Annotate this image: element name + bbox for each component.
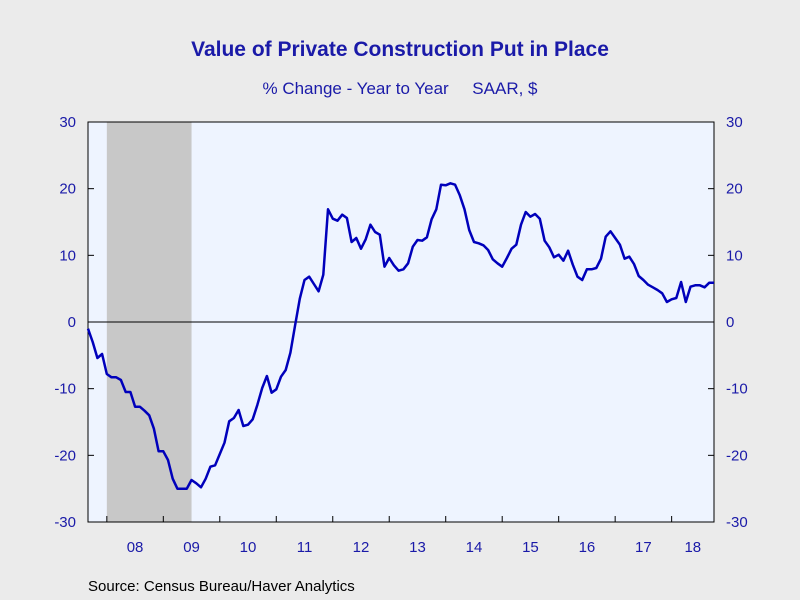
chart-subtitle: % Change - Year to Year SAAR, $ bbox=[262, 79, 538, 98]
y-tick-label-right: 0 bbox=[726, 314, 734, 331]
y-tick-label-right: -20 bbox=[726, 447, 748, 464]
y-tick-label-right: 30 bbox=[726, 114, 743, 131]
x-tick-label: 14 bbox=[466, 539, 483, 556]
y-tick-label-left: -20 bbox=[54, 447, 76, 464]
x-tick-label: 13 bbox=[409, 539, 426, 556]
y-tick-label-left: 20 bbox=[59, 181, 76, 198]
x-tick-label: 16 bbox=[579, 539, 596, 556]
chart-title: Value of Private Construction Put in Pla… bbox=[191, 38, 609, 61]
x-tick-label: 11 bbox=[297, 539, 313, 556]
x-tick-label: 18 bbox=[684, 539, 701, 556]
x-tick-label: 10 bbox=[240, 539, 257, 556]
y-tick-label-right: 20 bbox=[726, 181, 743, 198]
y-tick-label-left: -30 bbox=[54, 514, 76, 531]
y-tick-label-left: -10 bbox=[54, 381, 76, 398]
x-tick-label: 09 bbox=[183, 539, 200, 556]
y-tick-label-left: 0 bbox=[68, 314, 76, 331]
series-line bbox=[86, 182, 714, 490]
x-tick-label: 12 bbox=[353, 539, 370, 556]
y-tick-label-right: 10 bbox=[726, 247, 743, 264]
y-tick-label-right: -30 bbox=[726, 514, 748, 531]
x-tick-label: 17 bbox=[635, 539, 652, 556]
y-tick-label-right: -10 bbox=[726, 381, 748, 398]
source-note: Source: Census Bureau/Haver Analytics bbox=[88, 578, 355, 595]
x-tick-label: 15 bbox=[522, 539, 539, 556]
y-tick-label-left: 30 bbox=[59, 114, 76, 131]
x-tick-label: 08 bbox=[127, 539, 144, 556]
y-tick-label-left: 10 bbox=[59, 247, 76, 264]
